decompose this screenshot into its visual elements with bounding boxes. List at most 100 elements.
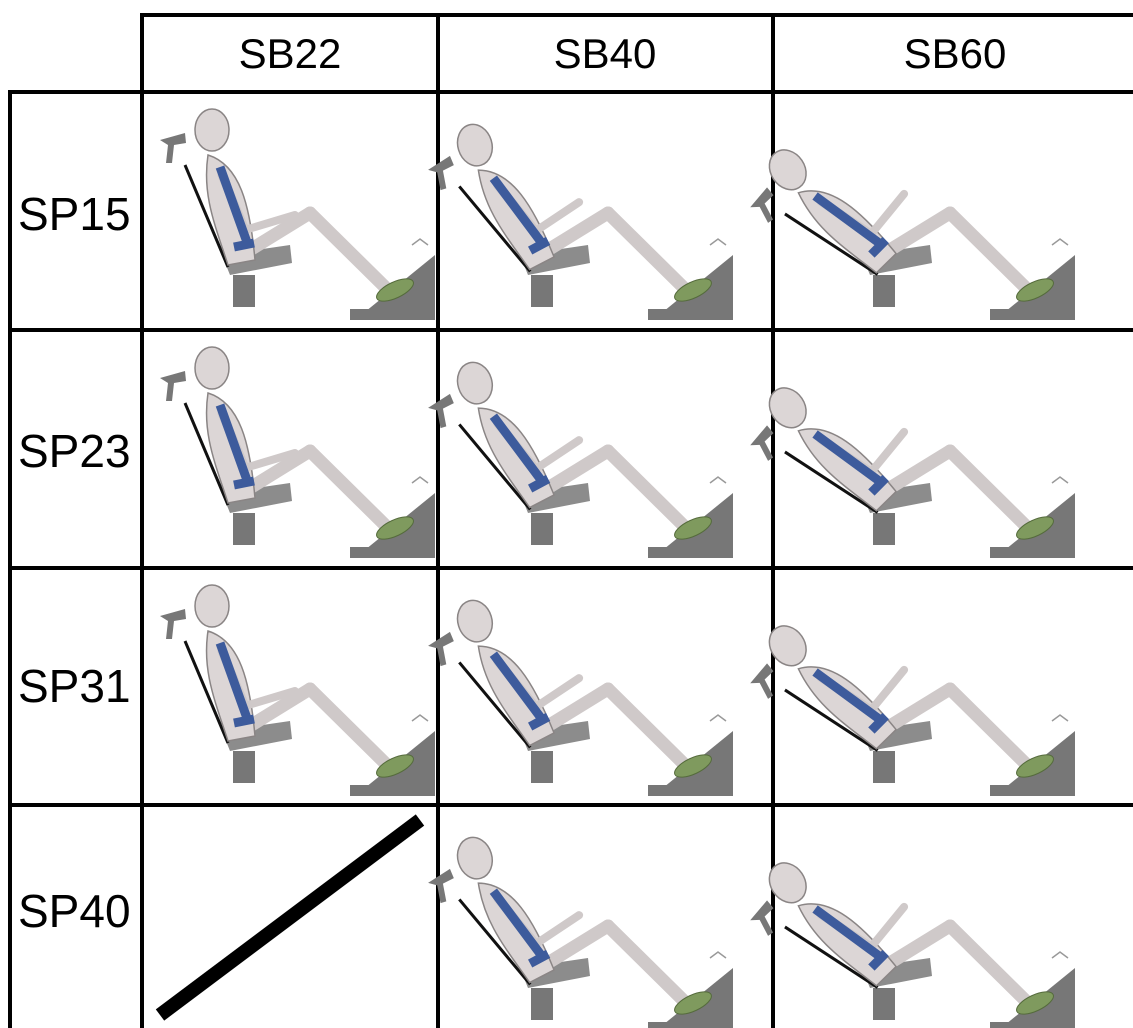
forearm: [867, 189, 909, 239]
seat-belt: [215, 403, 255, 490]
backrest: [458, 185, 532, 273]
seat-pedestal: [233, 275, 255, 307]
upper-body: [160, 108, 299, 268]
head: [456, 361, 494, 405]
thigh: [878, 919, 957, 973]
thigh: [536, 206, 615, 260]
shin: [943, 682, 1032, 770]
thigh: [238, 444, 317, 498]
headrest: [428, 868, 454, 904]
seat-belt: [812, 905, 889, 971]
upper-body: [428, 599, 584, 749]
upper-body: [428, 836, 584, 986]
seat-belt: [215, 165, 255, 252]
shoe: [1016, 991, 1054, 1015]
head: [456, 599, 494, 643]
shoe: [674, 991, 712, 1015]
floor: [350, 785, 435, 796]
seat-pedestal: [233, 513, 255, 545]
headrest: [160, 609, 186, 639]
seat-belt: [812, 430, 889, 496]
occupant-illustration: [428, 599, 733, 796]
forearm: [867, 665, 909, 715]
shoe: [1016, 754, 1054, 778]
backrest: [784, 450, 879, 514]
upper-body: [428, 123, 584, 273]
head: [456, 836, 494, 880]
shoe: [1016, 278, 1054, 302]
seat-belt: [215, 641, 255, 728]
head: [768, 625, 807, 667]
headrest: [428, 631, 454, 667]
backrest: [784, 925, 879, 989]
floor: [350, 309, 435, 320]
upper-body: [750, 625, 909, 752]
seat-pedestal: [531, 275, 553, 307]
thigh: [238, 682, 317, 736]
occupant-illustration: [428, 123, 733, 320]
head: [194, 108, 230, 152]
thigh: [238, 206, 317, 260]
thigh: [878, 444, 957, 498]
pedal-mark: [709, 476, 727, 484]
backrest: [458, 661, 532, 749]
backrest: [183, 402, 230, 506]
headrest: [428, 155, 454, 191]
headrest: [750, 900, 774, 936]
row-header: SP15: [18, 188, 131, 240]
forearm: [531, 674, 584, 712]
shin: [943, 444, 1032, 532]
pedal-mark: [411, 238, 429, 246]
pedal-mark: [411, 714, 429, 722]
forearm: [531, 911, 584, 949]
head: [194, 584, 230, 628]
occupant-illustration: [750, 149, 1075, 320]
pedal-mark: [709, 714, 727, 722]
forearm: [241, 687, 299, 710]
occupant-illustration: [750, 862, 1075, 1028]
table-grid: [8, 13, 1133, 1028]
seat-pedestal: [873, 513, 895, 545]
head: [456, 123, 494, 167]
shoe: [674, 516, 712, 540]
seat-pedestal: [873, 275, 895, 307]
column-header: SB22: [239, 30, 342, 77]
pedal-mark: [1051, 238, 1069, 246]
forearm: [531, 198, 584, 236]
pedal-mark: [1051, 951, 1069, 959]
headrest: [750, 425, 774, 461]
headrest: [160, 371, 186, 401]
seat-pedestal: [531, 988, 553, 1020]
row-header: SP23: [18, 425, 131, 477]
shin: [601, 444, 690, 532]
seat-pedestal: [873, 751, 895, 783]
upper-body: [160, 584, 299, 744]
headrest: [750, 663, 774, 699]
forearm: [867, 427, 909, 477]
forearm: [867, 902, 909, 952]
shin: [601, 682, 690, 770]
seat-belt: [489, 175, 551, 255]
seat-belt: [489, 413, 551, 493]
occupant-illustration: [160, 108, 435, 320]
floor: [350, 547, 435, 558]
headrest: [750, 187, 774, 223]
seat-belt: [489, 888, 551, 968]
upper-body: [750, 862, 909, 989]
occupant-illustration: [428, 836, 733, 1028]
backrest: [458, 898, 532, 986]
backrest: [183, 164, 230, 268]
occupant-illustration: [160, 346, 435, 558]
floor: [648, 1022, 733, 1028]
backrest: [183, 640, 230, 744]
row-header: SP31: [18, 660, 131, 712]
pedal-mark: [1051, 714, 1069, 722]
seat-pedestal: [531, 513, 553, 545]
floor: [648, 309, 733, 320]
shin: [303, 206, 392, 294]
occupant-illustration: [160, 584, 435, 796]
seat-pedestal: [873, 988, 895, 1020]
thigh: [536, 919, 615, 973]
shin: [601, 919, 690, 1007]
